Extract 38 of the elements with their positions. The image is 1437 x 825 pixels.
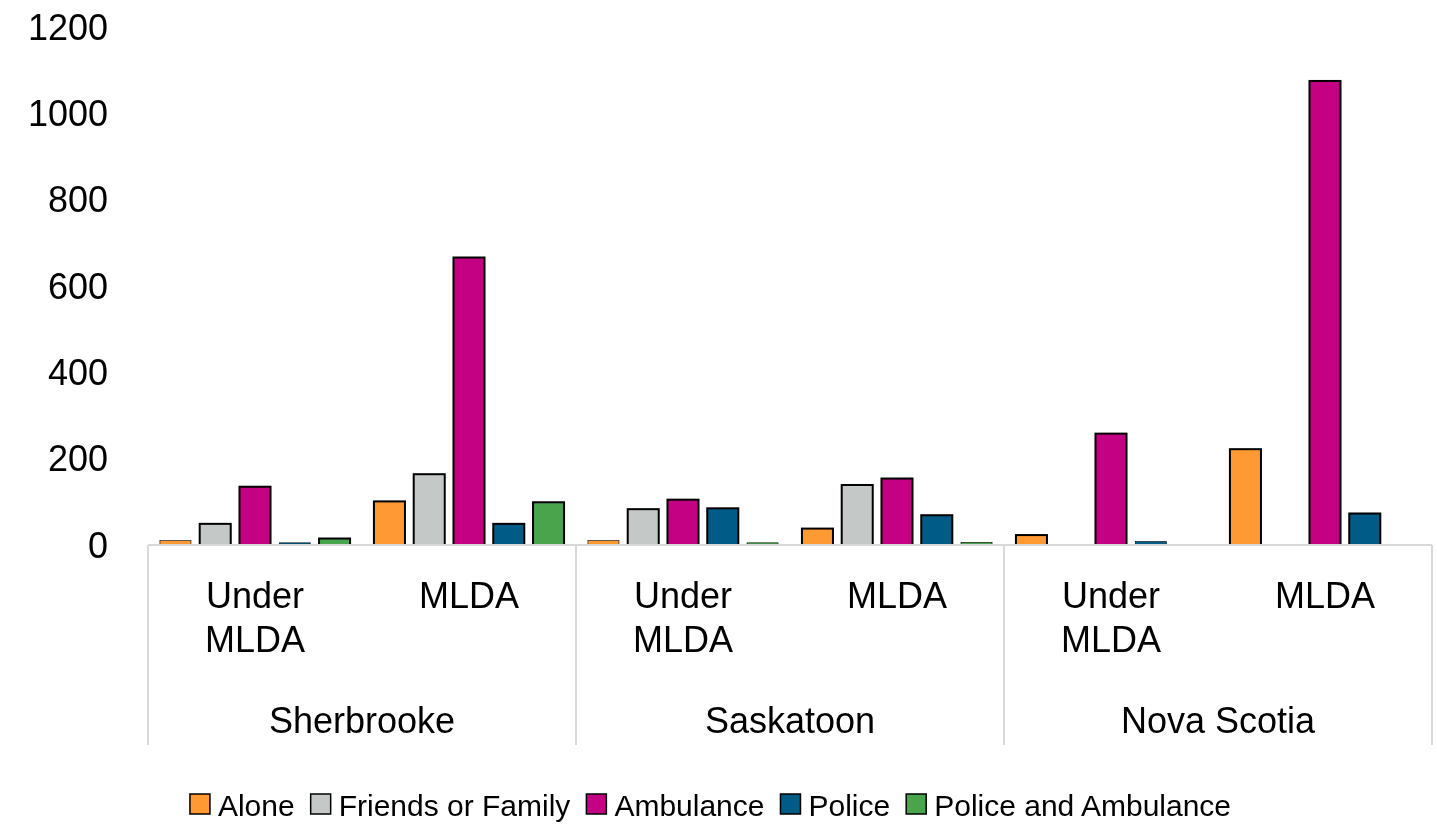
bar xyxy=(666,498,700,546)
bar xyxy=(706,507,740,546)
bar xyxy=(840,484,874,546)
x-tick-label: Under MLDA xyxy=(204,575,306,660)
bar xyxy=(532,501,566,546)
bar xyxy=(1094,432,1128,546)
y-tick-label: 0 xyxy=(87,524,108,566)
y-tick-label: 800 xyxy=(47,179,108,221)
text: Saskatoon xyxy=(704,700,876,741)
bar xyxy=(412,473,446,546)
text: Nova Scotia xyxy=(1120,700,1317,741)
legend-label: Friends or Family xyxy=(338,788,571,822)
bar xyxy=(920,514,954,546)
bar xyxy=(198,522,232,546)
y-tick-label: 200 xyxy=(47,438,108,480)
legend-label: Alone xyxy=(217,788,295,822)
x-tick-label: Under MLDA xyxy=(1060,575,1162,660)
y-tick-label: 1000 xyxy=(27,92,108,134)
bar xyxy=(238,485,272,546)
x-tick-label: Under MLDA xyxy=(632,575,734,660)
y-tick-label: 1200 xyxy=(27,6,108,48)
x-tick-label: MLDA xyxy=(846,575,948,616)
bar xyxy=(452,256,486,546)
text: Sherbrooke xyxy=(268,700,456,741)
bar xyxy=(372,500,406,546)
legend-label: Police and Ambulance xyxy=(934,788,1232,822)
bar xyxy=(1308,79,1342,546)
y-tick-label: 400 xyxy=(47,351,108,393)
y-tick-label: 600 xyxy=(47,265,108,307)
bar xyxy=(1348,512,1382,546)
x-tick-label: MLDA xyxy=(418,575,520,616)
legend-label: Police xyxy=(808,788,891,822)
bar xyxy=(1228,448,1262,546)
bar xyxy=(492,522,526,546)
x-tick-label: MLDA xyxy=(1274,575,1376,616)
bar xyxy=(880,477,914,546)
bar xyxy=(626,508,660,546)
legend-label: Ambulance xyxy=(614,788,765,822)
